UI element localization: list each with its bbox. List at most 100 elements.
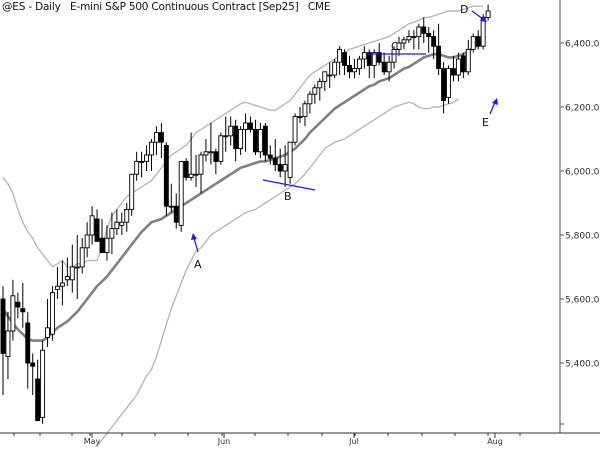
candle <box>30 353 36 395</box>
candle <box>337 46 343 75</box>
candle <box>352 59 357 79</box>
annotation-c: C <box>367 40 426 55</box>
candle <box>193 155 199 187</box>
candle <box>416 23 422 50</box>
x-tick-label: Jun <box>217 437 231 446</box>
candle <box>243 113 249 152</box>
candle <box>139 151 145 178</box>
candle <box>426 27 432 53</box>
bollinger-bands <box>2 5 484 451</box>
candle <box>465 39 471 75</box>
candle <box>104 225 110 261</box>
candle <box>208 123 214 165</box>
candle <box>10 279 16 341</box>
candle <box>163 142 169 216</box>
candle <box>114 209 120 235</box>
arrow-e-icon <box>489 101 496 115</box>
candle <box>356 55 362 75</box>
annotation-b: B <box>262 179 316 203</box>
annotation-label-a: A <box>194 258 202 271</box>
candle <box>55 267 60 299</box>
y-axis-ticks: 6,400.00 6,200.00 6,000.00 5,800.00 5,600.00… <box>560 40 600 425</box>
candlestick-series <box>0 4 491 424</box>
arrowhead-a-icon <box>191 233 197 240</box>
candle <box>267 145 273 165</box>
candle <box>20 283 26 328</box>
candle <box>391 46 397 69</box>
candle <box>302 100 308 127</box>
candle <box>124 203 130 232</box>
candle <box>297 107 303 123</box>
candle <box>129 173 135 216</box>
chart-annotations: A B C D E <box>191 3 498 271</box>
candle <box>238 126 244 155</box>
candle <box>228 116 234 146</box>
candle <box>406 30 412 43</box>
y-tick-label: 5,400.00 <box>565 360 600 370</box>
candle <box>64 257 70 287</box>
candle <box>213 148 219 175</box>
x-tick-label: May <box>84 437 101 446</box>
arrow-a-icon <box>193 237 199 253</box>
candle <box>69 244 75 293</box>
candle <box>401 36 407 50</box>
candle <box>431 30 437 59</box>
candle <box>421 17 427 43</box>
y-tick-label: 6,200.00 <box>565 104 600 114</box>
candle <box>252 119 258 155</box>
annotation-label-b: B <box>284 190 292 203</box>
candle <box>485 4 491 21</box>
candle <box>342 49 347 75</box>
candle <box>347 55 352 79</box>
candle <box>168 183 174 213</box>
candle <box>287 141 293 184</box>
lower-band-line <box>87 98 459 451</box>
candle <box>223 116 229 152</box>
x-tick-label: Jul <box>348 437 359 446</box>
candle <box>446 65 451 104</box>
candle <box>218 132 224 165</box>
annotation-e: E <box>482 98 498 129</box>
candle <box>396 36 402 56</box>
candle <box>322 71 328 91</box>
annotation-label-e: E <box>482 116 489 129</box>
candle <box>282 145 288 187</box>
candle <box>257 123 263 159</box>
candle <box>89 206 95 245</box>
candle <box>277 148 283 178</box>
candle <box>248 116 253 133</box>
candle <box>25 311 31 389</box>
x-axis-ticks: May Jun Jul Aug <box>13 433 521 446</box>
candle <box>40 340 46 424</box>
candle <box>411 30 417 50</box>
candle <box>45 299 50 347</box>
candle <box>203 139 209 162</box>
y-tick-label: 6,000.00 <box>565 168 600 178</box>
y-tick-label: 6,400.00 <box>565 40 600 50</box>
candle <box>386 55 392 82</box>
candle <box>5 311 11 379</box>
candle <box>188 132 194 181</box>
upper-band-line <box>2 5 484 268</box>
candle <box>84 222 90 258</box>
candle <box>470 33 476 53</box>
candle <box>50 286 55 341</box>
candle <box>79 238 85 274</box>
candle <box>149 139 154 171</box>
candle <box>158 123 164 159</box>
candle <box>233 119 239 162</box>
annotation-label-d: D <box>460 3 468 16</box>
candle <box>173 193 179 229</box>
candle <box>134 151 140 181</box>
candle <box>109 212 115 255</box>
candle <box>441 62 446 114</box>
candle <box>332 59 338 79</box>
candle <box>475 30 481 50</box>
candle <box>307 91 313 114</box>
candle <box>451 55 456 82</box>
candle <box>292 113 298 146</box>
annotation-a: A <box>191 233 202 271</box>
